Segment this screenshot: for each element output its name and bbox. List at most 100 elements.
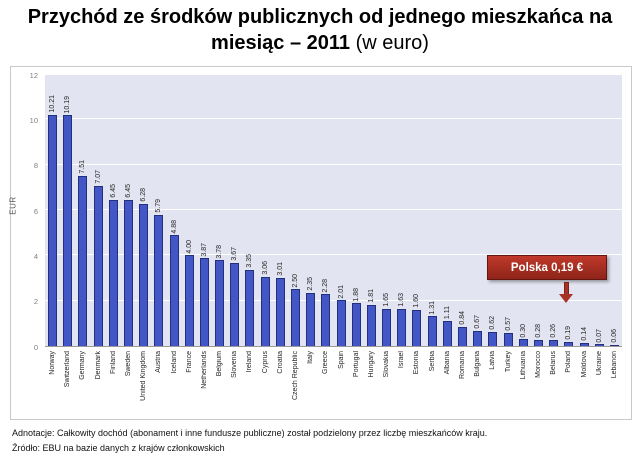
bar-iceland: [169, 235, 179, 346]
country-label: Norway: [49, 351, 57, 375]
bar-slot: 2.28: [318, 75, 333, 346]
bar-value-label: 3.06: [261, 261, 269, 275]
x-label-slot: Belgium: [212, 351, 227, 376]
country-label: Portugal: [352, 351, 360, 378]
bar-sweden: [123, 199, 133, 346]
bar-poland: [564, 341, 574, 346]
bar-austria: [154, 214, 164, 346]
x-label-slot: Morocco: [531, 351, 546, 378]
country-label: Switzerland: [64, 351, 72, 388]
x-label-slot: Czech Republic: [288, 351, 303, 400]
bar-greece: [321, 294, 331, 346]
bar-value-label: 3.67: [231, 247, 239, 261]
bar-slot: 2.50: [288, 75, 303, 346]
bar-slot: 2.01: [334, 75, 349, 346]
bar-cyprus: [260, 276, 270, 346]
bar-value-label: 1.60: [413, 294, 421, 308]
chart-title: Przychód ze środków publicznych od jedne…: [15, 4, 625, 56]
poland-callout-label: Polska 0,19 €: [510, 261, 584, 274]
poland-callout: Polska 0,19 €: [487, 255, 607, 280]
bar-slot: 3.67: [227, 75, 242, 346]
country-label: Germany: [79, 351, 87, 380]
y-tick-label: 6: [33, 206, 38, 216]
bar-belarus: [549, 340, 559, 346]
country-label: Denmark: [94, 351, 102, 380]
bar-slot: 0.14: [576, 75, 591, 346]
bar-lithuania: [518, 339, 528, 346]
x-label-slot: France: [182, 351, 197, 373]
y-tick-label: 10: [29, 115, 38, 125]
bar-moldova: [579, 342, 589, 346]
bar-slot: 0.06: [607, 75, 622, 346]
bar-value-label: 1.31: [428, 300, 436, 315]
x-label-slot: Switzerland: [60, 351, 75, 387]
bar-slot: 0.30: [516, 75, 531, 346]
bar-value-label: 2.50: [292, 273, 300, 288]
country-label: Belarus: [550, 351, 558, 375]
x-label-slot: Moldova: [576, 351, 591, 377]
bar-slot: 10.21: [45, 75, 60, 346]
bar-value-label: 2.35: [307, 277, 315, 291]
bar-france: [184, 255, 194, 346]
country-label: Albania: [443, 351, 451, 375]
bar-value-label: 3.78: [216, 244, 224, 259]
country-label: Lithuania: [519, 351, 527, 380]
bar-slot: 1.81: [364, 75, 379, 346]
bar-slot: 6.28: [136, 75, 151, 346]
bar-denmark: [93, 185, 103, 346]
x-label-slot: Slovakia: [379, 351, 394, 377]
x-label-slot: Portugal: [349, 351, 364, 377]
bar-belgium: [215, 260, 225, 346]
bar-slot: 1.65: [379, 75, 394, 346]
gridline: [45, 163, 622, 165]
x-label-slot: Greece: [318, 351, 333, 374]
x-label-slot: Lebanon: [607, 351, 622, 378]
bar-slot: 0.62: [485, 75, 500, 346]
y-tick-label: 4: [33, 251, 38, 261]
gridline: [45, 299, 622, 301]
bar-slot: 3.01: [273, 75, 288, 346]
bar-value-label: 0.57: [504, 317, 512, 332]
x-label-slot: Cyprus: [258, 351, 273, 373]
x-label-slot: Italy: [303, 351, 318, 364]
x-label-slot: Latvia: [485, 351, 500, 370]
country-label: United Kingdom: [140, 351, 148, 401]
x-label-slot: Iceland: [166, 351, 181, 374]
bar-slot: 1.88: [349, 75, 364, 346]
footer-annotation: Adnotacje: Całkowity dochód (abonament i…: [12, 428, 488, 438]
x-label-slot: Netherlands: [197, 351, 212, 389]
bar-value-label: 5.79: [155, 199, 163, 213]
chart-frame: EUR 0 2 4 6 8 10 12 Polska 0,19 € 10.21 10.19 7.…: [9, 66, 632, 420]
bar-slot: 6.45: [106, 75, 121, 346]
bar-estonia: [412, 309, 422, 346]
bar-value-label: 1.81: [367, 289, 375, 303]
bar-slot: 0.67: [470, 75, 485, 346]
bar-turkey: [503, 333, 513, 346]
bar-value-label: 6.45: [124, 184, 132, 198]
bar-slot: 0.57: [501, 75, 516, 346]
x-label-slot: Bulgaria: [470, 351, 485, 377]
callout-arrow-icon: [559, 294, 573, 303]
x-label-slot: Serbia: [425, 351, 440, 371]
bar-slot: 0.28: [531, 75, 546, 346]
bar-italy: [306, 292, 316, 346]
x-label-slot: Lithuania: [516, 351, 531, 379]
country-label: Slovakia: [383, 351, 391, 378]
chart-title-unit: (w euro): [355, 32, 429, 54]
bar-value-label: 0.26: [550, 324, 558, 339]
country-label: Turkey: [504, 351, 512, 373]
bar-bulgaria: [473, 330, 483, 346]
bar-slot: 0.84: [455, 75, 470, 346]
y-tick-label: 0: [33, 342, 38, 352]
bar-value-label: 3.01: [276, 262, 284, 276]
bar-hungary: [366, 304, 376, 346]
x-label-slot: Albania: [440, 351, 455, 374]
bar-value-label: 0.30: [519, 323, 527, 338]
bar-slot: 7.07: [91, 75, 106, 346]
bar-finland: [108, 199, 118, 346]
country-label: Netherlands: [200, 351, 208, 389]
bar-ukraine: [594, 344, 604, 346]
gridline: [45, 73, 622, 74]
country-label: Morocco: [534, 351, 542, 378]
bar-norway: [48, 114, 58, 346]
